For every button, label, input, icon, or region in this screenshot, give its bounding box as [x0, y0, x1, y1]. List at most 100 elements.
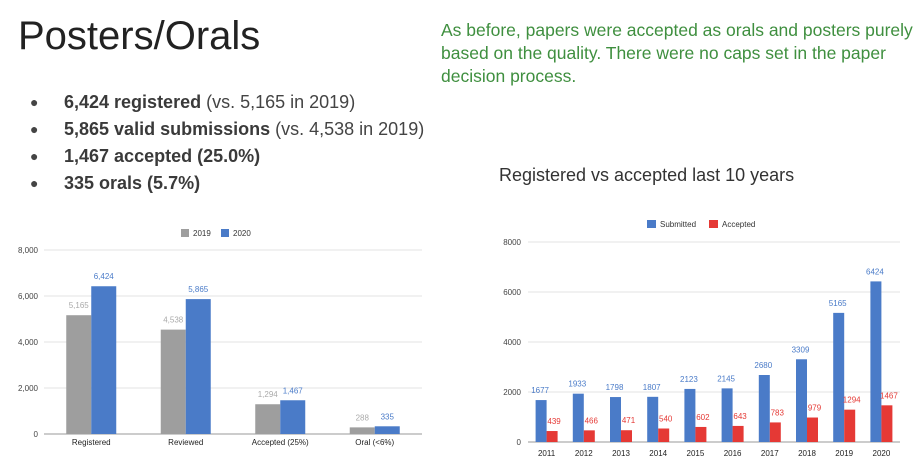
y-tick-label: 2,000 [18, 384, 39, 393]
y-tick-label: 2000 [503, 388, 521, 397]
bullet-rest: (vs. 4,538 in 2019) [270, 119, 425, 139]
y-tick-label: 8000 [503, 238, 521, 247]
x-tick-label: 2016 [724, 449, 742, 458]
data-label: 5165 [829, 299, 847, 308]
y-tick-label: 0 [34, 430, 39, 439]
y-tick-label: 6000 [503, 288, 521, 297]
bar-submitted [572, 393, 584, 442]
bar-submitted [796, 359, 807, 442]
data-label: 602 [696, 413, 710, 422]
data-label: 5,165 [69, 301, 90, 310]
bar-submitted [758, 375, 770, 442]
data-label: 1,467 [283, 386, 304, 395]
bar-2020 [91, 286, 117, 434]
bullet-dot-icon: ● [30, 94, 39, 110]
y-tick-label: 6,000 [18, 292, 39, 301]
data-label: 6424 [866, 267, 884, 276]
data-label: 4,538 [163, 316, 184, 325]
x-tick-label: 2012 [575, 449, 593, 458]
bar-accepted [844, 409, 856, 442]
x-tick-label: Reviewed [168, 438, 203, 447]
legend-label: 2020 [233, 229, 251, 238]
data-label: 1807 [643, 383, 661, 392]
y-tick-label: 4,000 [18, 338, 39, 347]
data-label: 6,424 [94, 272, 115, 281]
y-tick-label: 0 [517, 438, 522, 447]
bullet-item: ● 5,865 valid submissions (vs. 4,538 in 2… [30, 116, 424, 143]
bar-submitted [647, 396, 659, 442]
data-label: 335 [381, 412, 395, 421]
bar-accepted [546, 431, 558, 442]
x-tick-label: Oral (<6%) [355, 438, 394, 447]
legend-swatch [647, 220, 656, 228]
data-label: 1933 [568, 380, 586, 389]
x-tick-label: 2013 [612, 449, 630, 458]
bar-2019 [255, 404, 281, 434]
legend-swatch [181, 229, 189, 237]
bullet-item: ● 1,467 accepted (25.0%) [30, 143, 424, 170]
bullet-list: ● 6,424 registered (vs. 5,165 in 2019) ● 5… [30, 89, 424, 197]
data-label: 2145 [717, 374, 735, 383]
bar-accepted [807, 417, 818, 442]
bar-submitted [833, 312, 845, 442]
bullet-bold: 6,424 registered [64, 92, 202, 112]
bar-2020 [185, 299, 211, 434]
data-label: 540 [659, 415, 673, 424]
bullet-bold: 5,865 valid submissions [64, 119, 271, 139]
legend-swatch [709, 220, 718, 228]
bar-2020 [374, 426, 400, 434]
bar-accepted [658, 428, 670, 442]
bar-2019 [349, 427, 375, 434]
bullet-dot-icon: ● [30, 121, 39, 137]
x-tick-label: 2014 [649, 449, 667, 458]
data-label: 288 [356, 413, 370, 422]
bar-2019 [160, 329, 186, 434]
bar-submitted [870, 281, 882, 442]
data-label: 466 [585, 416, 599, 425]
bar-accepted [695, 426, 707, 442]
bar-accepted [769, 422, 781, 442]
bar-submitted [535, 400, 547, 442]
data-label: 5,865 [188, 285, 209, 294]
x-tick-label: 2017 [761, 449, 779, 458]
data-label: 3309 [792, 345, 810, 354]
bar-submitted [684, 388, 696, 442]
bar-submitted [610, 397, 621, 442]
data-label: 1467 [880, 391, 898, 400]
x-tick-label: 2019 [835, 449, 853, 458]
x-tick-label: 2018 [798, 449, 816, 458]
bar-accepted [621, 430, 632, 442]
chart-title-10yr: Registered vs accepted last 10 years [499, 165, 795, 185]
slide-title: Posters/Orals [18, 14, 261, 58]
data-label: 643 [733, 412, 747, 421]
data-label: 1294 [843, 396, 861, 405]
legend-label: Accepted [722, 220, 755, 229]
x-tick-label: Accepted (25%) [252, 438, 309, 447]
data-label: 1,294 [258, 390, 279, 399]
bar-accepted [881, 405, 893, 442]
x-tick-label: Registered [72, 438, 111, 447]
data-label: 979 [808, 404, 822, 413]
data-label: 2680 [754, 361, 772, 370]
bar-accepted [732, 425, 744, 442]
x-tick-label: 2011 [538, 449, 556, 458]
data-label: 2123 [680, 375, 698, 384]
legend-label: 2019 [193, 229, 211, 238]
data-label: 783 [771, 408, 785, 417]
bar-submitted [721, 388, 733, 442]
data-label: 1677 [531, 386, 549, 395]
bar-accepted [583, 430, 595, 442]
bullet-bold: 1,467 accepted (25.0%) [64, 146, 261, 166]
data-label: 1798 [606, 383, 624, 392]
y-tick-label: 8,000 [18, 246, 39, 255]
legend-swatch [221, 229, 229, 237]
bullet-dot-icon: ● [30, 148, 39, 164]
data-label: 439 [547, 417, 561, 426]
data-label: 471 [622, 416, 636, 425]
bullet-item: ● 6,424 registered (vs. 5,165 in 2019) [30, 89, 424, 116]
x-tick-label: 2015 [687, 449, 705, 458]
bar-2019 [66, 315, 92, 434]
bullet-item: ● 335 orals (5.7%) [30, 170, 424, 197]
legend-label: Submitted [660, 220, 696, 229]
